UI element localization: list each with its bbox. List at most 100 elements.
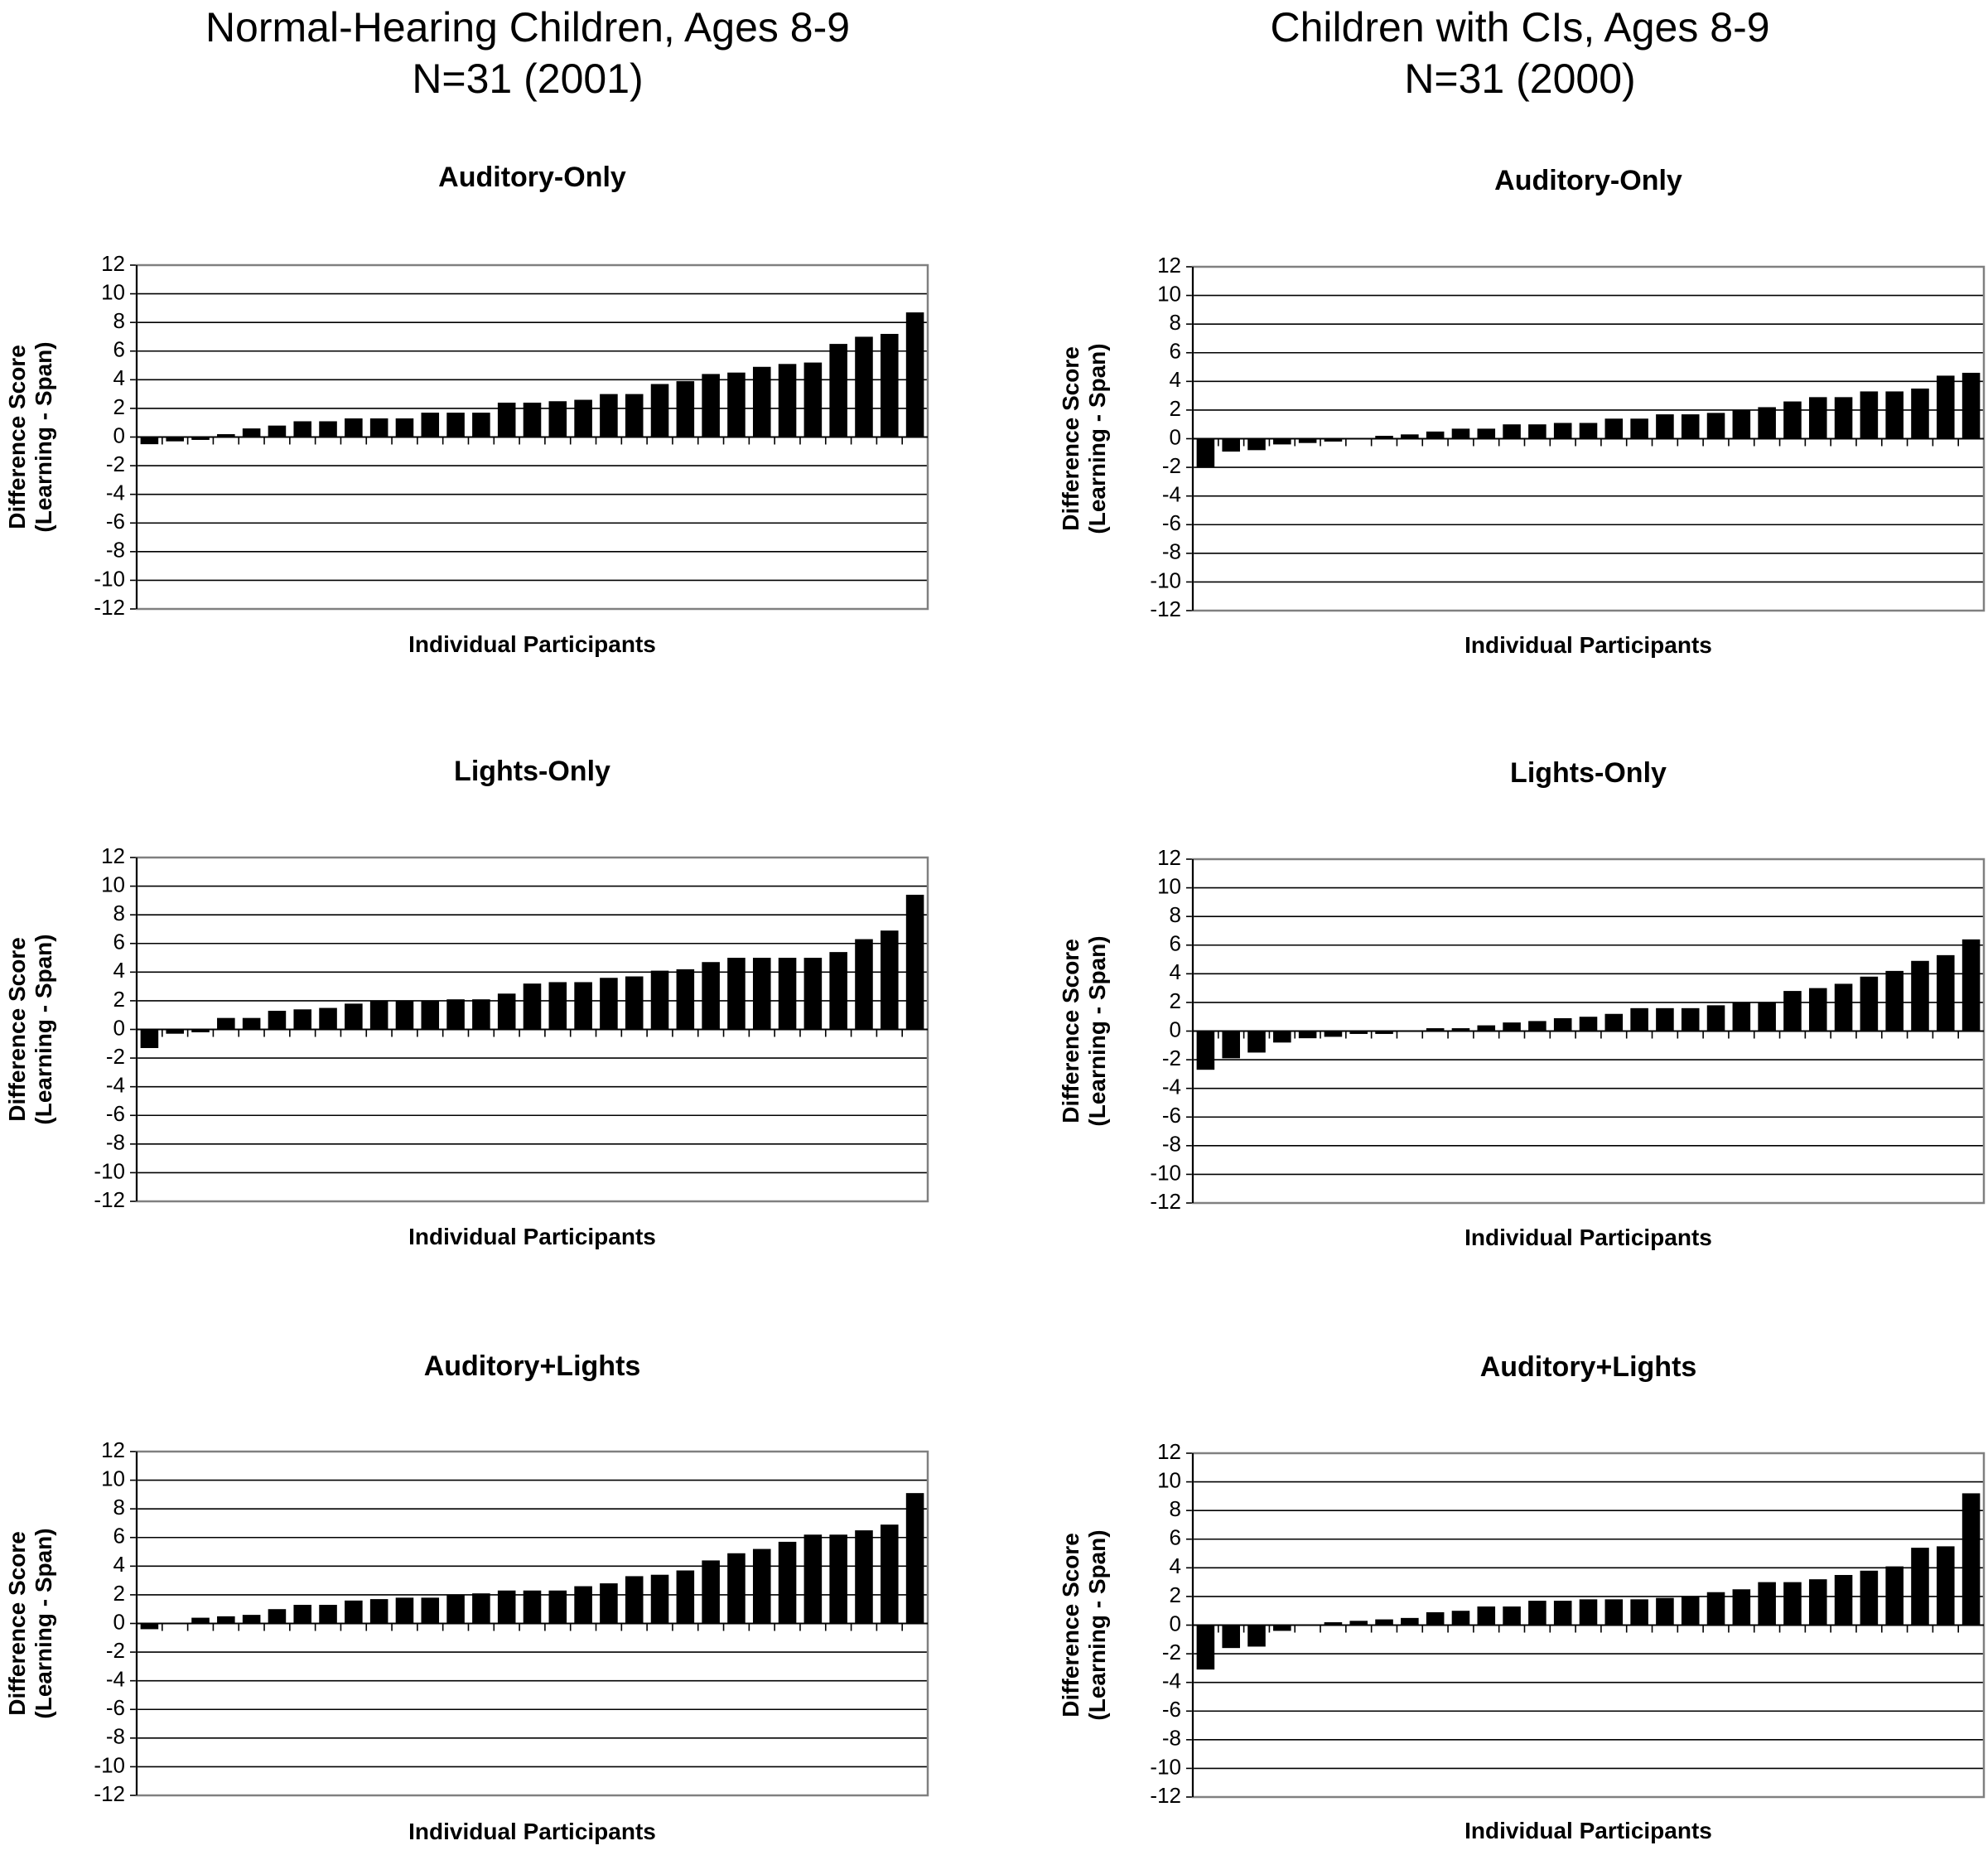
y-tick-label: 6 — [113, 1524, 125, 1548]
bar — [1222, 1625, 1240, 1649]
y-axis-label-line: (Learning - Span) — [31, 341, 56, 532]
y-tick-label: 8 — [1170, 1496, 1181, 1521]
x-axis-label: Individual Participants — [1464, 632, 1712, 658]
y-tick-label: -10 — [1150, 1160, 1181, 1185]
bar — [1273, 1031, 1291, 1043]
bar — [268, 425, 287, 437]
bar — [1911, 960, 1929, 1031]
bar — [1503, 1022, 1521, 1031]
y-axis-label-line: Difference Score — [1058, 1533, 1083, 1717]
bar — [1911, 388, 1929, 439]
panel-title: Auditory+Lights — [1480, 1351, 1697, 1383]
y-tick-label: 6 — [1170, 931, 1181, 956]
bar — [1579, 1599, 1598, 1626]
bar — [1247, 1625, 1266, 1647]
y-tick-label: 8 — [1170, 310, 1181, 335]
bar — [650, 1574, 669, 1624]
bar — [803, 1534, 823, 1624]
bar — [676, 381, 695, 437]
y-tick-label: -8 — [1162, 539, 1181, 564]
bar — [369, 418, 388, 437]
y-axis-label-line: (Learning - Span) — [1084, 343, 1110, 534]
bar — [829, 952, 847, 1030]
bar — [421, 1000, 440, 1030]
x-axis-label: Individual Participants — [408, 1224, 656, 1249]
bar — [650, 970, 669, 1030]
bar — [752, 958, 771, 1030]
bar — [1401, 1617, 1419, 1626]
bar — [1630, 1007, 1648, 1031]
x-axis-label: Individual Participants — [408, 631, 656, 657]
bar — [345, 1003, 363, 1030]
bar — [1273, 438, 1291, 445]
y-tick-label: -8 — [106, 538, 125, 563]
y-tick-label: 12 — [101, 251, 125, 276]
y-tick-label: 6 — [113, 930, 125, 954]
bar — [1732, 1002, 1751, 1031]
y-tick-label: 8 — [1170, 902, 1181, 927]
y-tick-label: -6 — [106, 509, 125, 534]
y-axis-label: Difference Score(Learning - Span) — [4, 341, 56, 532]
bar — [1681, 1007, 1700, 1031]
column-heading-normal-hearing: Normal-Hearing Children, Ages 8-9 N=31 (… — [31, 2, 1025, 104]
y-axis-label: Difference Score(Learning - Span) — [4, 934, 56, 1124]
x-axis-label: Individual Participants — [1464, 1818, 1712, 1843]
bar — [1783, 991, 1802, 1031]
y-tick-label: -4 — [1162, 1075, 1181, 1099]
bar — [345, 418, 363, 437]
bar — [1324, 1622, 1343, 1626]
y-tick-label: 4 — [1170, 959, 1181, 984]
y-axis-label-line: Difference Score — [4, 937, 30, 1122]
y-tick-label: 12 — [1157, 845, 1181, 870]
bar — [319, 1007, 337, 1030]
bar — [829, 344, 847, 437]
bar — [1758, 1002, 1776, 1031]
y-tick-label: 0 — [113, 1609, 125, 1634]
y-tick-label: 0 — [113, 423, 125, 447]
bar — [778, 958, 797, 1030]
y-axis-label-line: Difference Score — [4, 345, 30, 529]
bar — [446, 999, 465, 1030]
bar — [803, 362, 823, 437]
bar — [395, 418, 414, 437]
bar — [1808, 1579, 1827, 1626]
y-tick-label: -12 — [94, 1781, 125, 1806]
y-axis-label: Difference Score(Learning - Span) — [1058, 343, 1110, 534]
y-tick-label: -12 — [1150, 1189, 1181, 1214]
bar — [1834, 397, 1853, 439]
y-tick-label: 12 — [1157, 1439, 1181, 1464]
column-heading-line1: Children with CIs, Ages 8-9 — [1270, 4, 1770, 51]
column-heading-line1: Normal-Hearing Children, Ages 8-9 — [205, 4, 851, 51]
y-tick-label: -2 — [1162, 1046, 1181, 1070]
bar — [1706, 1592, 1725, 1626]
bar — [1451, 1028, 1470, 1031]
bar — [752, 366, 771, 437]
y-tick-label: 12 — [101, 843, 125, 868]
bar — [242, 428, 261, 437]
column-heading-cochlear-implants: Children with CIs, Ages 8-9 N=31 (2000) — [1023, 2, 1988, 104]
bar — [1758, 407, 1776, 439]
bar — [905, 312, 924, 437]
y-tick-label: 2 — [1170, 988, 1181, 1013]
bar — [1732, 409, 1751, 439]
bar — [1247, 1031, 1266, 1053]
bar — [905, 894, 924, 1030]
y-tick-label: -8 — [1162, 1132, 1181, 1157]
y-tick-label: -10 — [1150, 1754, 1181, 1779]
bar — [1604, 418, 1624, 439]
bar — [1477, 1025, 1496, 1031]
bar — [1401, 434, 1419, 439]
bar — [1732, 1589, 1751, 1626]
bar — [803, 958, 823, 1030]
y-tick-label: -4 — [1162, 482, 1181, 507]
bar — [1349, 1031, 1368, 1034]
bar — [1528, 1601, 1546, 1626]
bar — [600, 394, 618, 437]
bar — [1451, 428, 1470, 439]
bar — [1553, 1017, 1572, 1031]
bar — [829, 1534, 847, 1624]
bar — [1324, 1031, 1343, 1037]
y-tick-label: 2 — [113, 394, 125, 419]
bar — [1911, 1548, 1929, 1626]
